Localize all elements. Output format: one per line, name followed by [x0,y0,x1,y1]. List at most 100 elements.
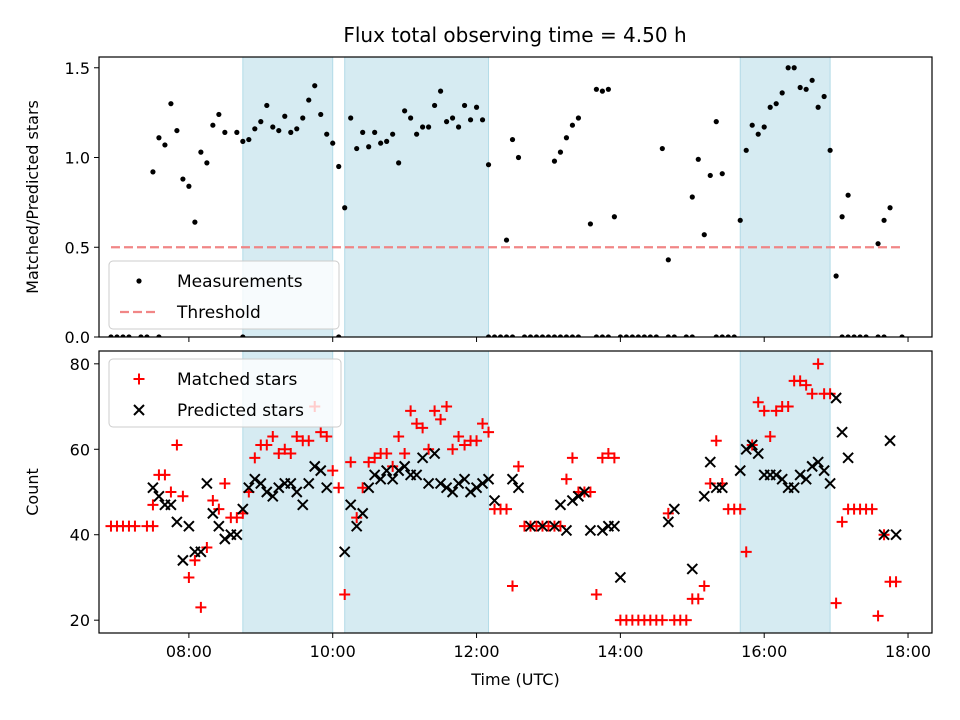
measurement-point [575,115,582,121]
predicted-stars-point [788,482,800,494]
measurement-point [521,334,528,337]
matched-stars-point [566,452,578,464]
matched-stars-point [806,388,818,400]
matched-stars-point [471,435,483,447]
predicted-stars-point [273,482,285,494]
measurement-point [426,124,432,130]
measurement-point [372,129,378,135]
measurement-point [168,101,174,107]
measurement-point [455,124,462,130]
measurement-point [336,163,342,170]
measurement-point [156,135,162,141]
predicted-stars-point [884,435,896,447]
measurement-point [737,217,743,223]
measurement-point [114,334,120,337]
matched-stars-point [710,435,722,447]
predicted-stars-point [662,516,675,528]
matched-stars-point [734,503,746,515]
measurement-point [815,104,821,110]
legend-label: Measurements [177,272,303,292]
matched-stars-point [441,401,453,413]
x-tick-label: 08:00 [166,642,212,661]
measurement-point [719,334,725,337]
predicted-stars-point [201,477,213,490]
measurement-point [539,334,546,337]
predicted-stars-point [776,473,788,485]
measurement-point [563,135,570,141]
measurement-point [881,334,887,337]
matched-stars-point [584,486,596,498]
measurement-point [857,334,863,337]
matched-stars-point [351,512,363,524]
matched-stars-point [680,614,692,626]
measurement-point [156,334,162,337]
predicted-stars-point [338,546,351,558]
predicted-stars-point [207,507,219,520]
predicted-stars-point [548,520,561,532]
matched-stars-point [602,448,614,460]
predicted-stars-point [824,477,836,490]
matched-stars-point [129,520,141,532]
predicted-stars-point [249,473,261,485]
matched-stars-point [764,430,776,442]
measurement-point [551,158,558,164]
matched-stars-point [201,542,213,554]
matched-stars-point [147,499,159,511]
measurement-point [641,334,647,337]
matched-stars-point [435,413,447,425]
measurement-point [701,232,707,238]
measurement-point [875,334,881,337]
measurement-point [150,169,156,175]
predicted-stars-point [291,486,303,498]
measurement-point [551,334,558,337]
matched-stars-point [554,520,566,532]
y-tick-label: 0.0 [65,328,90,347]
predicted-stars-point [243,482,255,494]
predicted-stars-point [392,464,405,477]
y-axis-label: Matched/Predicted stars [23,100,42,294]
measurement-point [360,129,366,135]
measurement-point [503,237,510,243]
measurement-point [743,147,749,153]
measurement-point [719,171,725,177]
matched-stars-point [399,448,411,460]
predicted-stars-point [219,533,231,545]
measurement-point [138,334,144,337]
predicted-stars-point [800,473,812,485]
measurement-point [192,219,198,225]
predicted-stars-point [177,554,189,567]
predicted-stars-point [231,529,243,541]
measurement-point [875,241,881,247]
predicted-stars-point [842,452,854,464]
measurement-point [689,194,695,200]
predicted-stars-point [794,469,806,481]
measurement-point [887,205,893,211]
chart-title: Flux total observing time = 4.50 h [343,23,686,47]
matched-stars-point [159,469,171,481]
matched-stars-point [800,379,812,391]
measurement-point [503,334,510,337]
measurement-point [108,334,114,337]
measurement-point [587,221,594,227]
predicted-stars-point [297,499,309,511]
measurement-point [635,334,641,337]
measurement-point [599,334,605,337]
predicted-stars-point [512,482,525,494]
measurement-point [563,334,570,337]
matched-stars-point [231,512,243,524]
measurement-point [443,119,450,125]
predicted-stars-point [315,464,327,477]
measurement-point [180,176,186,182]
predicted-stars-point [614,571,627,584]
measurement-point [647,334,653,337]
predicted-stars-point [410,469,423,481]
matched-stars-point [477,418,489,430]
matched-stars-point [836,516,848,528]
measurement-point [306,97,312,103]
measurement-point [629,334,635,337]
observing-window-2 [344,57,490,337]
measurement-point [755,131,761,137]
legend-matched-swatch [133,373,145,385]
measurement-point [749,122,755,128]
predicted-stars-point [303,477,315,490]
